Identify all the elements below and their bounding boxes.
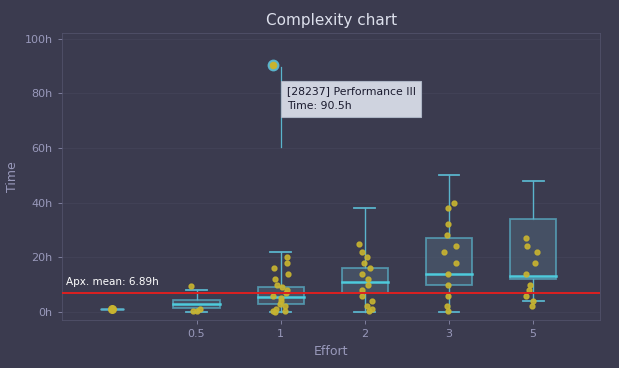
Text: [28237] Performance III
Time: 90.5h: [28237] Performance III Time: 90.5h: [287, 86, 415, 111]
Text: Apx. mean: 6.89h: Apx. mean: 6.89h: [66, 277, 159, 287]
X-axis label: Effort: Effort: [314, 345, 348, 358]
Y-axis label: Time: Time: [6, 161, 19, 192]
FancyBboxPatch shape: [426, 238, 472, 284]
FancyBboxPatch shape: [258, 287, 304, 304]
FancyBboxPatch shape: [510, 219, 556, 279]
Title: Complexity chart: Complexity chart: [266, 13, 397, 28]
FancyBboxPatch shape: [342, 268, 388, 293]
FancyBboxPatch shape: [173, 300, 220, 308]
